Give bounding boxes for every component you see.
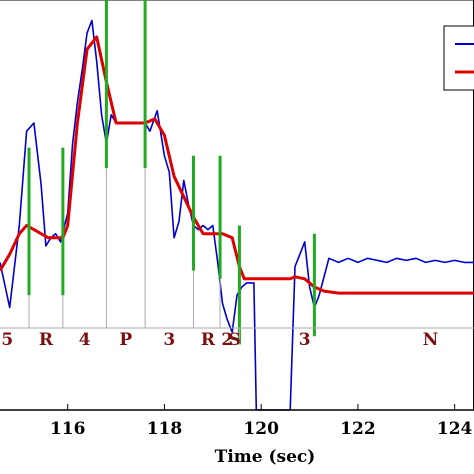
series-line-smoothed	[0, 35, 474, 295]
legend-box	[443, 25, 474, 91]
x-tick-label-4: 124	[437, 419, 473, 439]
phase-label-4: 3	[163, 330, 175, 350]
phase-label-5: R	[201, 330, 216, 350]
x-tick-label-0: 116	[50, 419, 86, 439]
phase-label-8: 3	[299, 330, 311, 350]
x-tick-label-1: 118	[147, 419, 183, 439]
plot-area	[0, 0, 474, 411]
x-tick-label-3: 122	[340, 419, 376, 439]
phase-label-3: P	[119, 330, 132, 350]
phase-label-7: S	[228, 330, 240, 350]
phase-label-9: N	[423, 330, 439, 350]
series-line-measured	[0, 19, 474, 411]
phase-annotations: 5 R 4 P 3 R 2S 3 N	[0, 168, 474, 350]
legend	[443, 25, 474, 91]
phase-label-2: 4	[79, 330, 91, 350]
phase-label-0: 5	[1, 330, 13, 350]
x-axis-label: Time (sec)	[215, 447, 316, 467]
phase-label-6: 2	[221, 330, 233, 350]
x-axis: 116 118 120 122 124	[0, 404, 474, 439]
phase-label-1: R	[39, 330, 54, 350]
x-tick-label-2: 120	[243, 419, 279, 439]
